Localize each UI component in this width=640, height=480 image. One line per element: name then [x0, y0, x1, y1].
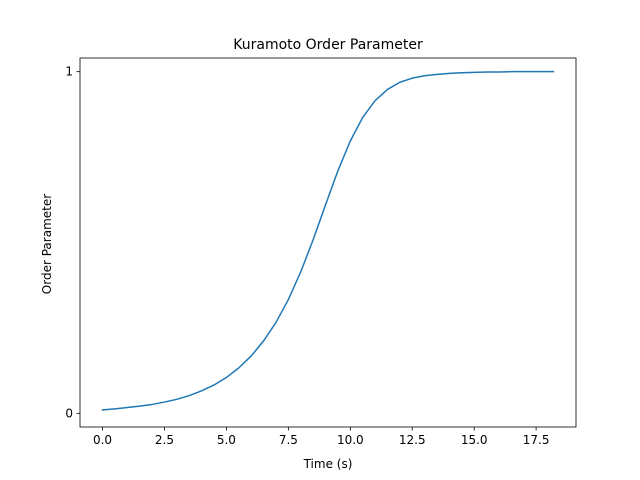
plot-frame [79, 57, 577, 428]
x-tick-label: 7.5 [279, 433, 298, 447]
y-tick-label: 0 [65, 406, 73, 420]
x-tick-label: 2.5 [155, 433, 174, 447]
x-tick-label: 5.0 [217, 433, 236, 447]
x-tick-label: 10.0 [337, 433, 364, 447]
y-axis-label: Order Parameter [40, 194, 54, 294]
x-axis-label: Time (s) [303, 457, 353, 471]
x-tick-label: 0.0 [93, 433, 112, 447]
series-line-0 [101, 70, 555, 411]
y-tick-label: 1 [65, 65, 73, 79]
chart-title: Kuramoto Order Parameter [233, 37, 423, 53]
x-tick-label: 15.0 [461, 433, 488, 447]
x-tick-label: 12.5 [399, 433, 426, 447]
x-tick-label: 17.5 [523, 433, 550, 447]
plot-area: 0.0 2.5 5.0 7.5 10.0 12.5 15.0 17.5 0 1 [65, 57, 577, 447]
